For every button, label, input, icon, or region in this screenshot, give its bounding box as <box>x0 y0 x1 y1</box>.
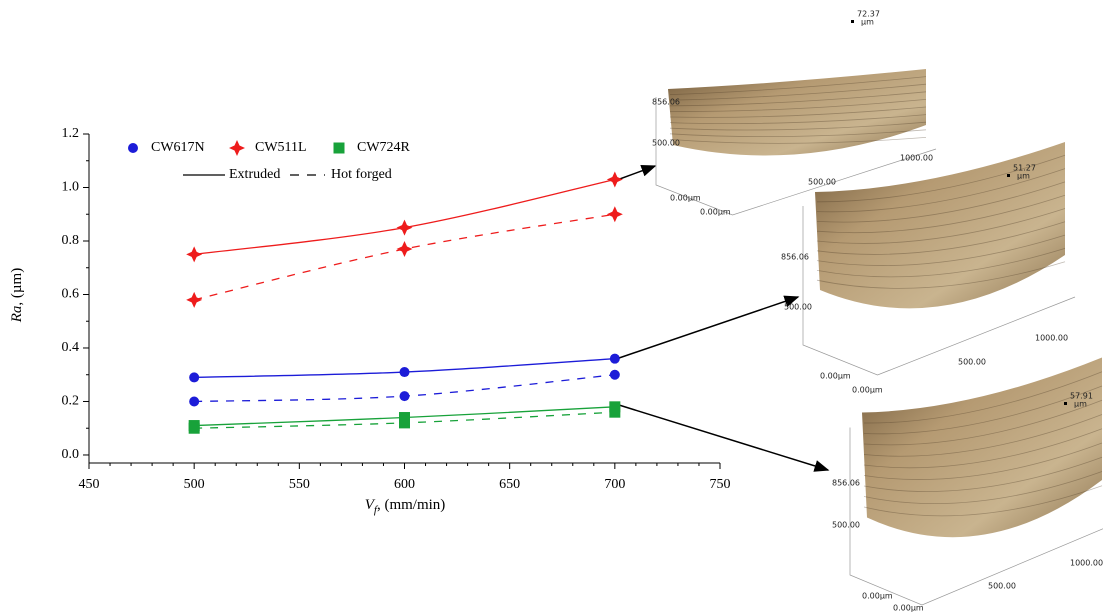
surface-axis-label: 0.00µm <box>820 372 851 381</box>
y-tick-label: 1.2 <box>62 126 80 141</box>
z-unit-label: µm <box>861 18 874 27</box>
surface-axis-label: 856.06 <box>832 479 860 488</box>
y-label-unit: , (µm) <box>9 268 25 306</box>
x-label-unit: , (mm/min) <box>377 497 445 513</box>
y-tick-label: 0.2 <box>62 394 80 409</box>
surface-axis-label: 856.06 <box>652 98 680 107</box>
marker <box>399 417 410 428</box>
z-unit-label: µm <box>1017 172 1030 181</box>
legend-label: CW617N <box>151 140 205 155</box>
marker <box>610 370 620 380</box>
marker <box>186 292 202 308</box>
x-tick-label: 600 <box>394 477 415 492</box>
legend-marker <box>229 140 245 156</box>
y-tick-label: 0.8 <box>62 233 80 248</box>
surface-axis-label: 1000.00 <box>900 154 933 163</box>
x-tick-label: 550 <box>289 477 310 492</box>
surface-axis-label: 500.00 <box>988 582 1016 591</box>
arrow <box>619 297 798 358</box>
legend-label: CW511L <box>255 140 307 155</box>
marker <box>607 206 623 222</box>
y-axis-label: Ra, (µm) <box>9 268 25 323</box>
x-axis-label: Vf, (mm/min) <box>365 497 446 515</box>
z-max-marker <box>851 20 854 23</box>
marker <box>397 220 413 236</box>
surface-sheet <box>668 69 926 156</box>
marker <box>400 391 410 401</box>
marker <box>189 396 199 406</box>
x-tick-label: 750 <box>710 477 731 492</box>
z-max-marker <box>1064 402 1067 405</box>
arrow <box>619 405 828 470</box>
z-unit-label: µm <box>1074 400 1087 409</box>
surface-axis-label: 500.00 <box>958 358 986 367</box>
marker <box>400 367 410 377</box>
marker <box>610 354 620 364</box>
surface-axis-label: 0.00µm <box>700 208 731 217</box>
y-tick-label: 0.0 <box>62 447 80 462</box>
legend-label: CW724R <box>357 140 411 155</box>
surface-axis-label: 1000.00 <box>1035 334 1068 343</box>
surface-axis-label: 500.00 <box>652 139 680 148</box>
y-tick-label: 0.4 <box>62 340 80 355</box>
x-tick-label: 650 <box>499 477 520 492</box>
marker <box>397 241 413 257</box>
surface-axis-label: 856.06 <box>781 253 809 262</box>
surface-axis-label: 1000.00 <box>1070 559 1103 568</box>
marker <box>186 246 202 262</box>
marker <box>189 423 200 434</box>
surface-axis-label: 0.00µm <box>852 386 883 395</box>
legend-marker <box>128 143 138 153</box>
legend-marker <box>334 143 345 154</box>
marker <box>607 171 623 187</box>
surface-axis-label: 0.00µm <box>670 194 701 203</box>
surface-axis-label: 500.00 <box>784 303 812 312</box>
figure: Ra, (µm) Vf, (mm/min) Extruded Hot forge… <box>0 0 1103 615</box>
arrow <box>617 166 655 180</box>
x-tick-label: 450 <box>79 477 100 492</box>
y-tick-label: 0.6 <box>62 287 80 302</box>
legend-label: Hot forged <box>331 167 392 182</box>
y-label-symbol: Ra <box>9 306 25 324</box>
marker <box>189 372 199 382</box>
legend-label: Extruded <box>229 167 280 182</box>
surface-axis-label: 0.00µm <box>893 604 924 613</box>
x-tick-label: 500 <box>184 477 205 492</box>
surface-axis-label: 500.00 <box>808 178 836 187</box>
surface-axis-label: 500.00 <box>832 521 860 530</box>
marker <box>609 407 620 418</box>
surface-axis-label: 0.00µm <box>862 592 893 601</box>
surface-sheet <box>862 358 1102 538</box>
x-tick-label: 700 <box>604 477 625 492</box>
z-max-marker <box>1007 174 1010 177</box>
y-tick-label: 1.0 <box>62 180 80 195</box>
